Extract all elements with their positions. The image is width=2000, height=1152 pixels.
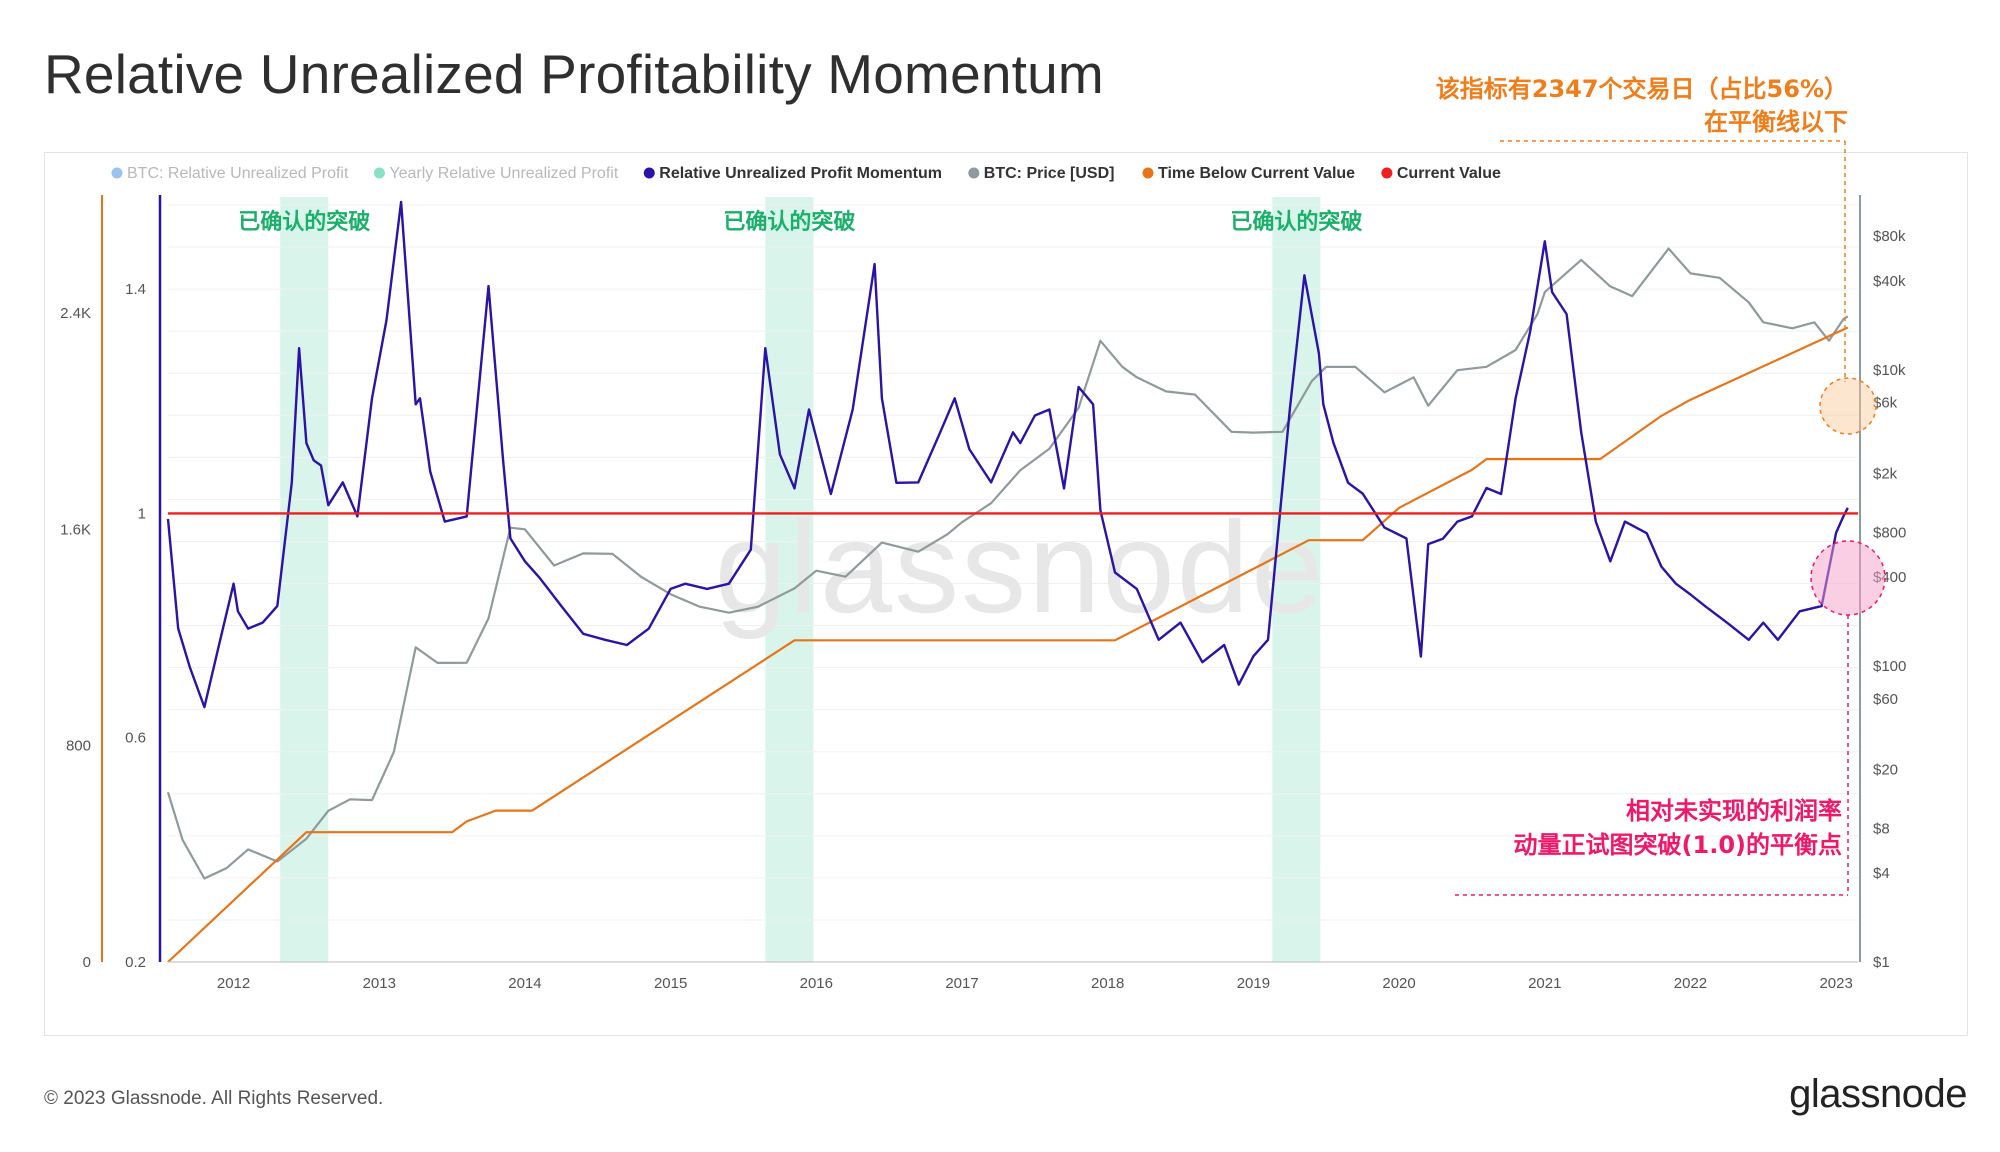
- price-axis-tick: $100: [1873, 658, 1906, 675]
- price-axis-tick: $8: [1873, 820, 1890, 837]
- x-axis-tick: 2021: [1528, 975, 1561, 992]
- time-axis-tick: 800: [66, 738, 91, 755]
- annotation-pink-circle: [1810, 540, 1886, 616]
- momentum-axis-tick: 1.4: [125, 281, 146, 298]
- series-group: [166, 200, 1858, 963]
- price-axis-tick: $10k: [1873, 362, 1906, 379]
- legend-label: Time Below Current Value: [1158, 165, 1355, 182]
- legend: BTC: Relative Unrealized Profit Yearly Re…: [111, 165, 1501, 182]
- legend-label: Yearly Relative Unrealized Profit: [389, 165, 618, 182]
- legend-marker: [1142, 167, 1154, 179]
- price-axis-tick: $60: [1873, 691, 1898, 708]
- legend-marker: [1381, 167, 1393, 179]
- legend-label: Current Value: [1397, 165, 1501, 182]
- time-axis-tick: 1.6K: [60, 521, 91, 538]
- price-axis-tick: $6k: [1873, 395, 1898, 412]
- brand-logo: glassnode: [1789, 1072, 1967, 1116]
- x-axis-tick: 2013: [363, 975, 396, 992]
- series-time-below-current-value: [167, 326, 1849, 963]
- watermark: glassnode: [715, 494, 1326, 640]
- price-axis-tick: $1: [1873, 954, 1890, 971]
- series-btc-price-usd: [166, 247, 1849, 880]
- momentum-axis-tick: 1: [138, 505, 146, 522]
- x-axis-tick: 2018: [1091, 975, 1124, 992]
- x-axis-tick: 2023: [1819, 975, 1852, 992]
- copyright: © 2023 Glassnode. All Rights Reserved.: [44, 1088, 384, 1109]
- momentum-axis-tick: 0.6: [125, 730, 146, 747]
- annotations: 该指标有2347个交易日（占比56%） 在平衡线以下相对未实现的利润率动量正试图突…: [1436, 75, 1886, 896]
- legend-marker: [968, 167, 980, 179]
- legend-label: BTC: Relative Unrealized Profit: [127, 165, 349, 182]
- legend-label: Relative Unrealized Profit Momentum: [659, 165, 942, 182]
- axes-group: 0 800 1.6K 2.4K 0.2 0.6 1 1.4 $1 $4 $8 $20 $60 $100 $4…: [60, 195, 1906, 992]
- breakout-label: 已确认的突破: [238, 209, 370, 235]
- breakout-band: [280, 197, 329, 962]
- legend-marker: [373, 167, 385, 179]
- annotation-top-line2: 在平衡线以下: [1704, 108, 1848, 136]
- annotation-top-line1: 该指标有2347个交易日（占比56%）: [1436, 75, 1848, 103]
- legend-marker: [643, 167, 655, 179]
- breakout-label: 已确认的突破: [723, 209, 855, 235]
- price-axis-tick: $20: [1873, 761, 1898, 778]
- legend-label: BTC: Price [USD]: [984, 165, 1115, 182]
- annotation-orange-circle: [1819, 377, 1877, 435]
- page-title: Relative Unrealized Profitability Moment…: [44, 43, 1104, 105]
- time-axis-tick: 2.4K: [60, 305, 91, 322]
- x-axis-tick: 2022: [1674, 975, 1707, 992]
- price-axis-tick: $40k: [1873, 273, 1906, 290]
- price-axis-tick: $2k: [1873, 465, 1898, 482]
- price-axis-tick: $4: [1873, 865, 1890, 882]
- annotation-bottom-line1: 相对未实现的利润率: [1626, 797, 1842, 825]
- x-axis-tick: 2012: [217, 975, 250, 992]
- breakout-label: 已确认的突破: [1230, 209, 1362, 235]
- x-axis-tick: 2015: [654, 975, 687, 992]
- legend-marker: [111, 167, 123, 179]
- annotation-bottom-line2: 动量正试图突破(1.0)的平衡点: [1514, 831, 1842, 859]
- x-axis-tick: 2014: [508, 975, 541, 992]
- price-axis-tick: $80k: [1873, 228, 1906, 245]
- momentum-axis-tick: 0.2: [125, 954, 146, 971]
- x-axis-tick: 2020: [1382, 975, 1415, 992]
- x-axis-tick: 2019: [1237, 975, 1270, 992]
- price-axis-tick: $800: [1873, 524, 1906, 541]
- time-axis-tick: 0: [83, 954, 91, 971]
- x-axis-tick: 2016: [800, 975, 833, 992]
- series-relative-unrealized-profit-momentum: [166, 200, 1849, 709]
- chart-frame: [44, 152, 1968, 1036]
- x-axis-tick: 2017: [945, 975, 978, 992]
